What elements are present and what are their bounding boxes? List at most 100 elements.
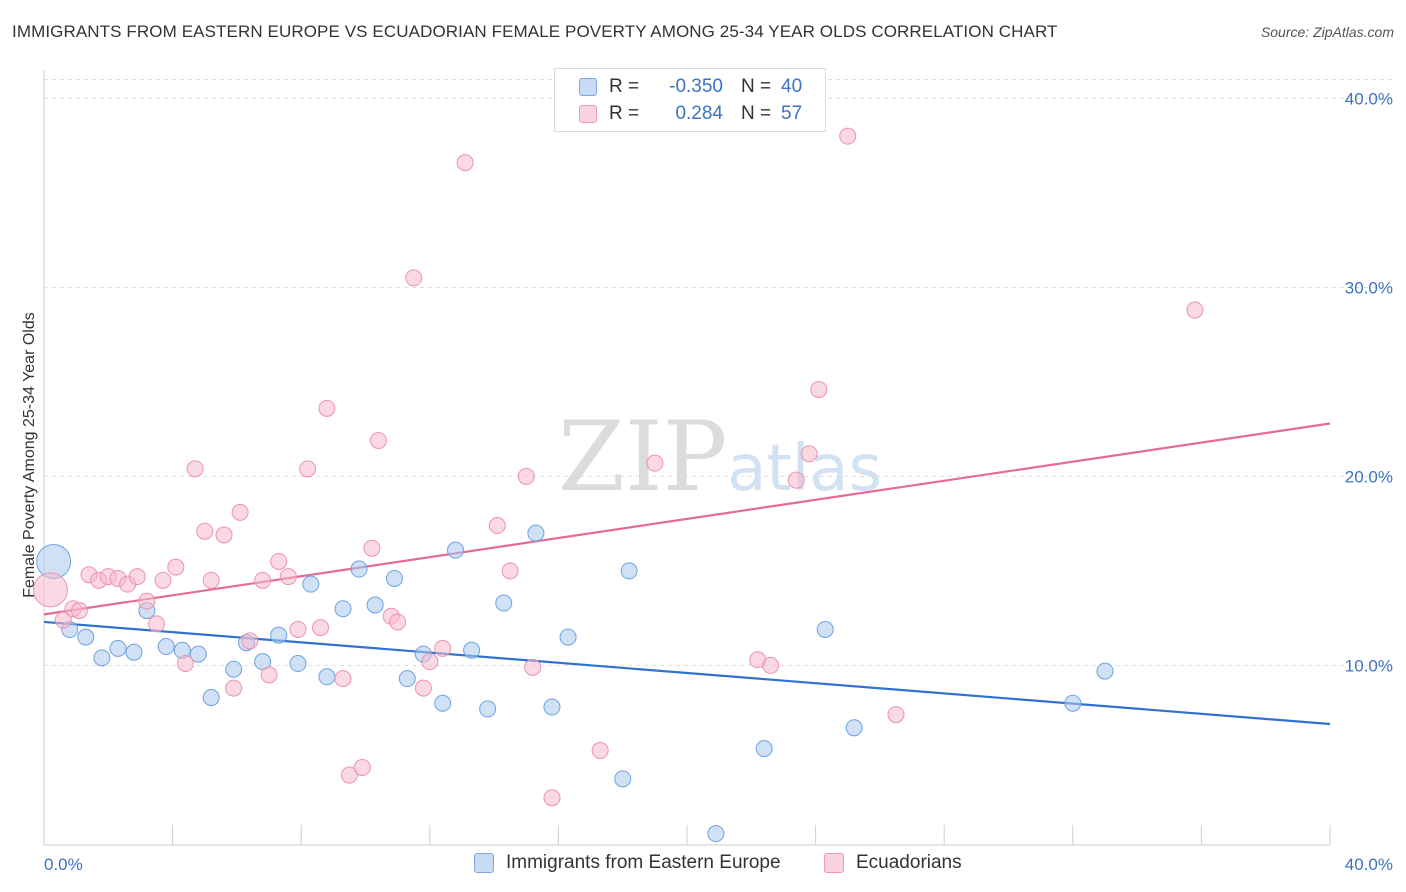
series-eastern-europe — [36, 524, 1114, 843]
data-point — [93, 649, 111, 667]
data-point — [70, 602, 88, 620]
series-legend-item-eastern-europe[interactable]: Immigrants from Eastern Europe — [474, 852, 781, 874]
data-point — [215, 526, 233, 544]
series-swatch-pink — [824, 853, 844, 873]
data-point — [787, 471, 805, 489]
data-point — [620, 562, 638, 580]
data-point — [157, 638, 175, 656]
data-point — [279, 568, 297, 586]
data-point — [363, 539, 381, 557]
legend-r-label: R = — [609, 103, 640, 124]
data-point — [299, 460, 317, 478]
legend-n-value: 40 — [781, 76, 803, 97]
data-point — [334, 600, 352, 618]
data-point — [231, 503, 249, 521]
data-point — [366, 596, 384, 614]
series-swatch-blue — [474, 853, 494, 873]
data-point — [270, 626, 288, 644]
series-legend-item-ecuadorians[interactable]: Ecuadorians — [824, 852, 962, 874]
data-point — [707, 825, 725, 843]
x-tick-label: 0.0% — [44, 855, 83, 874]
tick-labels: 10.0% 20.0% 30.0% 40.0% 0.0% 40.0% — [44, 89, 1393, 874]
data-point — [456, 154, 474, 172]
data-point — [260, 666, 278, 684]
legend-r-value: -0.350 — [669, 76, 723, 97]
data-point — [202, 571, 220, 589]
data-point — [816, 621, 834, 639]
data-point — [369, 431, 387, 449]
data-point — [517, 467, 535, 485]
data-point — [32, 572, 68, 608]
series-ecuadorians — [32, 127, 1204, 807]
gridlines — [44, 78, 1392, 666]
data-point — [543, 698, 561, 716]
series-legend-label: Immigrants from Eastern Europe — [506, 852, 781, 873]
data-point — [646, 454, 664, 472]
data-point — [434, 639, 452, 657]
y-axis-title: Female Poverty Among 25-34 Year Olds — [21, 312, 38, 598]
data-point — [289, 655, 307, 673]
data-point — [77, 628, 95, 646]
legend-swatch-pink — [579, 105, 597, 123]
data-point — [54, 611, 72, 629]
legend-n-label: N = — [741, 103, 772, 124]
y-tick-label: 20.0% — [1345, 467, 1393, 486]
data-point — [176, 655, 194, 673]
data-point — [353, 759, 371, 776]
data-point — [167, 558, 185, 576]
data-point — [845, 719, 863, 737]
data-point — [202, 689, 220, 707]
data-point — [614, 770, 632, 788]
y-tick-label: 40.0% — [1345, 89, 1393, 108]
watermark: ZIPatlas — [558, 401, 882, 513]
data-point — [559, 628, 577, 646]
data-point — [405, 269, 423, 287]
stats-legend: R = -0.350 N = 40 R = 0.284 N = 57 — [554, 68, 826, 132]
legend-n-label: N = — [741, 76, 772, 97]
data-point — [225, 679, 243, 697]
data-point — [340, 766, 358, 784]
legend-swatch-blue — [579, 78, 597, 96]
data-point — [527, 524, 545, 542]
data-point — [839, 127, 857, 145]
data-point — [543, 789, 561, 807]
data-point — [154, 571, 172, 589]
data-point — [138, 592, 156, 610]
x-tick-label: 40.0% — [1345, 855, 1393, 874]
data-point — [501, 562, 519, 580]
series-legend: Immigrants from Eastern Europe Ecuadoria… — [0, 852, 1406, 876]
data-point — [334, 670, 352, 688]
trend-line-eastern-europe — [43, 620, 1331, 726]
axes — [43, 70, 1331, 846]
legend-r-label: R = — [609, 76, 640, 97]
data-point — [591, 741, 609, 759]
data-point — [350, 560, 368, 578]
data-point — [463, 641, 481, 659]
data-point — [148, 615, 166, 633]
data-point — [302, 575, 320, 593]
data-point — [311, 619, 329, 637]
y-tick-label: 30.0% — [1345, 278, 1393, 297]
data-point — [524, 658, 542, 676]
data-point — [318, 399, 336, 417]
y-tick-label: 10.0% — [1345, 656, 1393, 675]
data-point — [810, 380, 828, 398]
data-point — [495, 594, 513, 612]
data-point — [109, 639, 127, 657]
data-point — [755, 740, 773, 758]
data-point — [887, 706, 905, 724]
data-point — [1186, 301, 1204, 319]
data-point — [225, 660, 243, 678]
data-point — [800, 445, 818, 463]
data-point — [421, 653, 439, 671]
data-point — [125, 643, 143, 661]
legend-row-ecuadorians: R = 0.284 N = 57 — [579, 102, 802, 126]
data-point — [385, 569, 403, 587]
data-point — [189, 645, 207, 663]
series-legend-label: Ecuadorians — [856, 852, 962, 873]
legend-row-eastern-europe: R = -0.350 N = 40 — [579, 75, 802, 99]
data-point — [434, 694, 452, 712]
data-points — [32, 127, 1204, 843]
data-point — [488, 517, 506, 535]
